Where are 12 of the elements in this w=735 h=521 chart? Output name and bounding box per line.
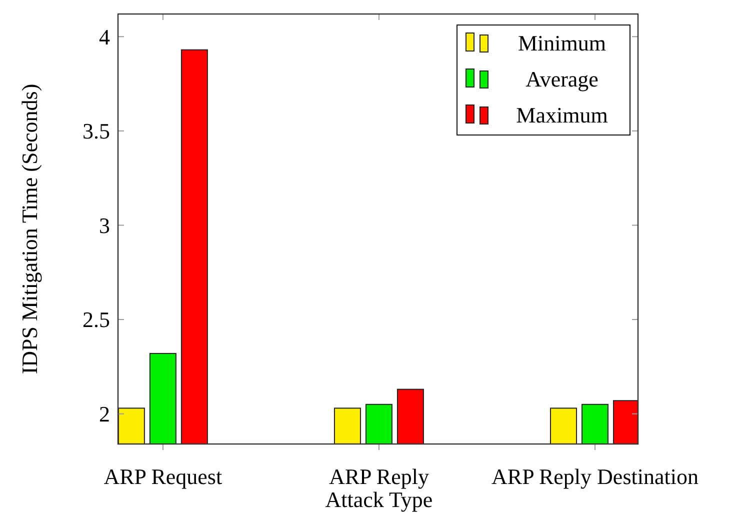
y-tick-label: 3 [99,212,110,238]
legend-label: Minimum [518,30,606,56]
legend-label: Average [526,66,598,92]
y-tick-label: 2 [99,402,110,427]
y-axis-title: IDPS Mitigation Time (Seconds) [17,84,42,374]
y-tick-label: 3.5 [82,118,110,144]
y-tick-label: 4 [99,24,110,50]
x-tick-label: ARP Reply [328,464,429,489]
y-tick-label: 2.5 [82,307,110,332]
x-tick-label: ARP Request [104,464,222,489]
legend-label: Maximum [516,102,608,128]
x-tick-label: ARP Reply Destination [492,464,698,489]
